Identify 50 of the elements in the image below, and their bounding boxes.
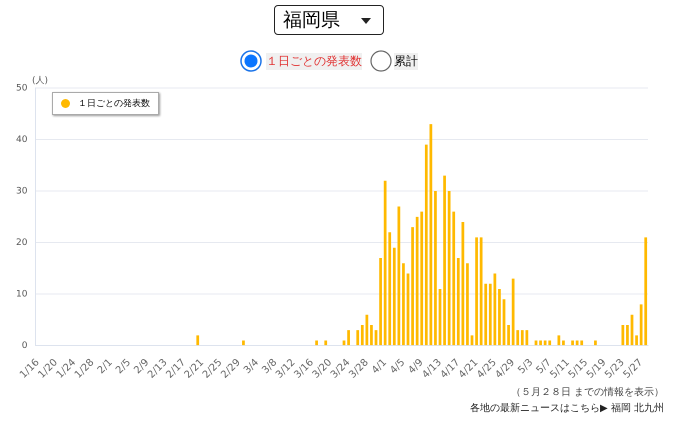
bar: [242, 340, 245, 346]
bar: [480, 237, 483, 346]
bar: [484, 284, 488, 346]
bar: [640, 304, 643, 346]
bar: [424, 144, 428, 346]
bar: [315, 340, 318, 346]
y-tick-label: 50: [16, 83, 28, 94]
bar: [397, 206, 400, 346]
x-tick-label: 2/5: [114, 357, 134, 376]
x-tick-label: 3/4: [242, 357, 262, 376]
bar: [461, 222, 464, 346]
bar: [360, 325, 364, 346]
bar: [420, 212, 424, 346]
text: （５月２８日 までの情報を表示）: [510, 386, 664, 399]
bar: [392, 248, 396, 346]
bar: [429, 124, 432, 346]
bar: [516, 330, 520, 346]
bar: [456, 258, 460, 346]
y-tick-label: 10: [16, 289, 28, 300]
bar: [416, 216, 419, 346]
chart-title: 福岡県: [283, 8, 340, 33]
y-tick-label: 30: [16, 186, 28, 196]
x-tick-label: 2/1: [96, 357, 115, 376]
y-tick-label: 0: [22, 340, 28, 351]
x-tick-label: 4/5: [388, 357, 408, 376]
y-tick-label: 20: [16, 238, 28, 248]
bar: [594, 340, 597, 346]
bar: [452, 212, 456, 346]
bar: [493, 274, 496, 346]
bar: [388, 232, 392, 346]
bar: [621, 325, 624, 346]
text: １日ごとの発表数: [266, 52, 362, 70]
bar: [644, 237, 648, 346]
bar: [562, 340, 565, 346]
x-tick-label: 5/3: [516, 357, 536, 376]
bar: [571, 340, 574, 346]
text: 累計: [394, 52, 418, 70]
bar: [488, 284, 492, 346]
bar: [512, 278, 515, 346]
bar: [520, 330, 524, 346]
bar: [365, 314, 368, 346]
x-tick-label: 4/1: [370, 357, 390, 376]
bar: [525, 330, 528, 346]
bar: [356, 330, 360, 346]
bar: [448, 191, 451, 346]
y-tick-label: 40: [16, 134, 28, 145]
text: 各地の最新ニュースはこちら▶ 福岡 北九州: [470, 402, 664, 415]
y-axis-title: (人): [32, 74, 48, 87]
legend-label: １日ごとの発表数: [78, 98, 150, 110]
bar: [384, 180, 387, 346]
